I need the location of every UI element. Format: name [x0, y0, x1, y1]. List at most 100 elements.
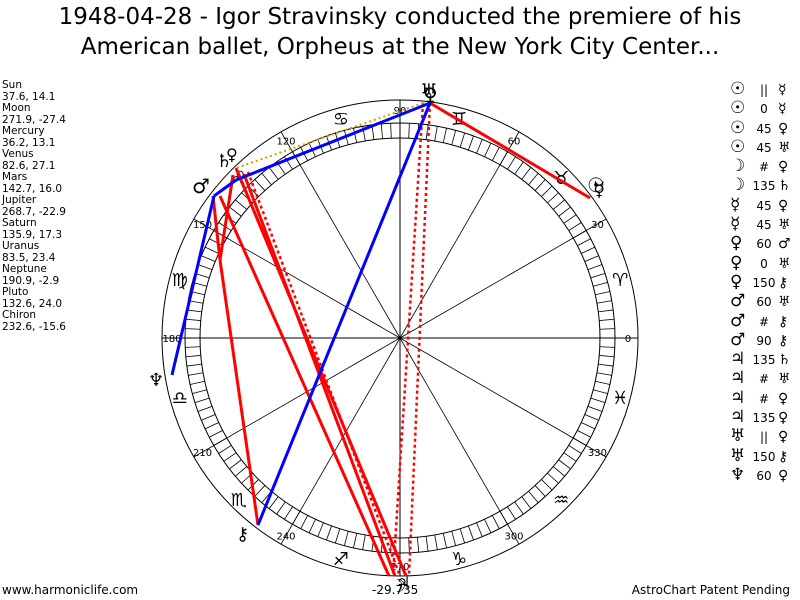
degree-tick — [552, 466, 565, 477]
degree-tick — [204, 422, 219, 430]
aspect-type: 135 — [752, 411, 776, 426]
aspect-row: ♃ 135 ♀ — [730, 407, 798, 428]
degree-tick — [459, 132, 466, 148]
degree-tick — [185, 318, 201, 321]
degree-tick — [284, 506, 293, 520]
degree-tick — [491, 515, 500, 529]
aspect-row: ☿ 45 ♅ — [730, 214, 798, 234]
degree-tick — [476, 522, 483, 537]
degree-tick — [186, 309, 202, 313]
aspect-planet-2-icon: ♀ — [778, 390, 789, 407]
degree-tick — [268, 496, 279, 509]
aspect-planet-1-icon: ♃ — [730, 407, 746, 428]
degree-labels: 0 30 60 90 120 150 180 210 240 270 300 330 — [162, 106, 631, 573]
aspect-planet-1-icon: ☉ — [730, 98, 746, 119]
degree-tick — [581, 422, 596, 430]
aspect-planet-2-icon: ☿ — [778, 82, 787, 98]
aspect-row: ☽ # ♀ — [730, 156, 798, 177]
degree-label: 150 — [193, 220, 212, 231]
planet-coords: 135.9, 17.3 — [2, 228, 63, 241]
footer-bottom-label: -29.735 — [372, 583, 419, 597]
aspect-planet-2-icon: ♄ — [778, 178, 791, 195]
zodiac-spoke — [399, 337, 520, 545]
degree-tick — [468, 135, 474, 151]
degree-tick — [442, 128, 447, 143]
degree-tick — [268, 167, 279, 180]
degree-tick — [326, 525, 332, 541]
degree-tick — [451, 130, 457, 145]
aspect-type: 45 — [756, 140, 772, 155]
aspect-planet-2-icon: ☿ — [778, 101, 787, 118]
degree-tick — [596, 300, 612, 304]
aspect-type: 45 — [756, 218, 772, 233]
degree-tick — [197, 406, 213, 412]
mars-glyph: ♂ — [192, 174, 210, 198]
degree-tick — [547, 192, 559, 204]
aspect-type: 60 — [756, 468, 772, 483]
zodiac-spoke — [399, 131, 520, 339]
degree-tick — [434, 126, 438, 142]
aspect-type: 135 — [752, 179, 776, 194]
planet-name: Neptune — [2, 263, 47, 275]
aspect-planet-1-icon: ♂ — [730, 310, 746, 331]
degree-tick — [528, 490, 539, 503]
chart-title: 1948-04-28 - Igor Stravinsky conducted t… — [0, 2, 800, 62]
aspect-planet-1-icon: ♆ — [730, 464, 746, 485]
degree-tick — [587, 406, 603, 412]
planet-name: Venus — [2, 148, 34, 160]
degree-tick — [541, 479, 553, 491]
aspect-planet-2-icon: ♄ — [778, 352, 791, 369]
zodiac-sign-icon: ♓ — [612, 388, 628, 409]
planet-coords: 142.7, 16.0 — [2, 182, 63, 195]
aspect-planet-1-icon: ♃ — [730, 368, 746, 389]
degree-tick — [521, 496, 532, 509]
degree-tick — [484, 519, 492, 534]
aspect-planet-1-icon: ♀ — [730, 271, 743, 292]
degree-label: 60 — [508, 137, 521, 148]
degree-tick — [534, 485, 546, 497]
planet-name: Jupiter — [2, 194, 37, 206]
aspect-type: # — [758, 314, 770, 329]
aspect-row: ☿ 45 ♀ — [730, 195, 798, 215]
planet-name: Pluto — [2, 286, 29, 298]
aspect-planet-2-icon: ♀ — [778, 410, 789, 427]
planet-coords: 190.9, -2.9 — [2, 274, 60, 287]
degree-tick — [577, 238, 591, 247]
degree-label: 90 — [394, 106, 407, 117]
degree-tick — [197, 264, 213, 270]
aspect-type: 0 — [760, 102, 768, 117]
aspect-line — [213, 178, 237, 198]
uranus-glyph: ♅ — [420, 79, 438, 103]
aspect-type: 135 — [752, 353, 776, 368]
aspect-type: 45 — [756, 121, 772, 136]
degree-tick — [558, 459, 571, 470]
degree-tick — [459, 528, 466, 544]
aspect-type: 90 — [756, 333, 772, 348]
degree-tick — [593, 281, 608, 287]
aspect-type: 60 — [756, 295, 772, 310]
degree-tick — [547, 472, 559, 484]
degree-tick — [528, 173, 539, 186]
title-line-1: 1948-04-28 - Igor Stravinsky conducted t… — [58, 4, 742, 30]
aspect-line-dotted — [407, 102, 432, 577]
aspect-type: || — [759, 430, 769, 445]
degree-tick — [300, 515, 309, 529]
aspect-planet-2-icon: ⚷ — [778, 313, 789, 330]
pluto-glyph: ♀ — [226, 145, 238, 164]
aspect-row: ♂ 90 ⚷ — [730, 330, 798, 350]
degree-tick — [590, 397, 606, 404]
aspect-planet-1-icon: ☽ — [730, 156, 746, 177]
degree-tick — [408, 123, 410, 139]
degree-label: 120 — [276, 137, 295, 148]
planet-name: Chiron — [2, 309, 37, 321]
aspect-row: ♅ || ♀ — [730, 427, 798, 447]
degree-tick — [563, 452, 577, 462]
degree-tick — [201, 255, 216, 262]
degree-tick — [552, 199, 565, 210]
footer-website[interactable]: www.harmoniclife.com — [2, 583, 139, 597]
aspect-planet-2-icon: ♀ — [778, 467, 789, 484]
degree-tick — [598, 309, 614, 313]
jupiter-glyph: ♃ — [396, 573, 410, 592]
degree-tick — [595, 380, 610, 385]
degree-tick — [584, 414, 599, 421]
